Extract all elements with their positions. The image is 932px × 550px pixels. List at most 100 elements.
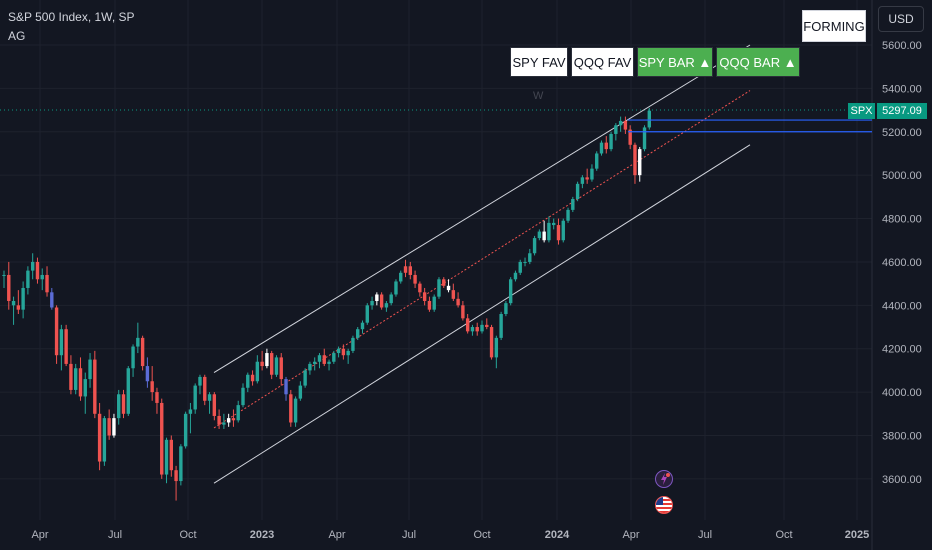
candle-body	[446, 285, 451, 291]
candle-body	[59, 329, 64, 356]
x-tick-label: 2023	[250, 529, 274, 541]
candle-body	[112, 418, 116, 436]
candle-body	[35, 261, 40, 280]
candle-body	[145, 366, 150, 382]
candle-body	[595, 153, 599, 169]
candle-body	[618, 120, 623, 126]
candle-body	[399, 272, 403, 282]
candle-body	[298, 385, 303, 399]
candle-body	[628, 129, 632, 145]
y-tick-label: 5600.00	[882, 40, 922, 52]
candle-body	[160, 402, 164, 475]
candle-body	[623, 120, 628, 130]
candle-body	[293, 398, 298, 423]
candle-body	[179, 446, 183, 482]
y-tick-label: 4400.00	[882, 300, 922, 312]
candle-body	[140, 337, 145, 367]
candle-body	[131, 346, 135, 369]
currency-button[interactable]: USD	[878, 6, 924, 32]
candle-body	[465, 318, 470, 332]
candle-body	[188, 409, 193, 414]
candle-body	[499, 314, 503, 338]
candle-body	[69, 363, 73, 390]
candle-body	[523, 261, 527, 263]
candle-body	[164, 439, 169, 475]
candle-body	[633, 144, 637, 176]
spy-bar-button[interactable]: SPY BAR ▲	[637, 47, 713, 77]
time-axis[interactable]: Apr Jul Oct 2023 Apr Jul Oct 2024 Apr Jul Oct 2025	[31, 529, 869, 541]
candle-body	[360, 322, 365, 330]
candle-body	[226, 418, 231, 423]
candle-body	[599, 142, 604, 154]
candle-body	[336, 348, 341, 354]
x-tick-label: Oct	[179, 529, 196, 541]
qqq-fav-button[interactable]: QQQ FAV	[571, 47, 634, 77]
channel-lower-line	[213, 144, 751, 484]
candle-body	[183, 413, 188, 447]
candle-body	[547, 222, 551, 241]
candle-body	[508, 279, 513, 304]
lightning-icon[interactable]	[655, 470, 673, 488]
candle-body	[102, 418, 107, 462]
y-tick-label: 4800.00	[882, 214, 922, 226]
candle-body	[437, 279, 441, 297]
candle-body	[346, 350, 350, 356]
candle-body	[117, 394, 121, 419]
candle-body	[260, 361, 264, 367]
symbol-title: S&P 500 Index, 1W, SP	[8, 10, 135, 24]
candle-body	[638, 149, 642, 176]
candle-body	[222, 422, 226, 425]
candle-body	[504, 303, 508, 315]
candle-body	[136, 337, 140, 347]
candle-body	[532, 238, 537, 254]
x-tick-label: Apr	[31, 529, 48, 541]
candle-body	[451, 290, 456, 299]
candle-body	[552, 222, 556, 226]
candle-body	[78, 368, 83, 397]
candle-body	[40, 274, 44, 280]
candle-body	[241, 387, 245, 406]
candle-body	[54, 307, 59, 356]
candle-body	[528, 253, 532, 262]
candle-body	[351, 337, 355, 351]
us-flag-icon[interactable]	[655, 496, 673, 514]
candle-body	[88, 359, 92, 380]
price-axis[interactable]: 3600.00 3800.00 4000.00 4200.00 4400.00 4600.…	[882, 40, 922, 486]
candle-body	[561, 220, 565, 241]
candle-body	[155, 392, 159, 403]
x-tick-label: Apr	[622, 529, 639, 541]
candle-body	[494, 337, 499, 358]
candle-body	[26, 270, 30, 288]
qqq-bar-button[interactable]: QQQ BAR ▲	[716, 47, 800, 77]
candle-body	[64, 329, 68, 364]
candle-body	[21, 287, 25, 310]
x-tick-label: 2025	[845, 529, 869, 541]
candle-body	[74, 368, 78, 390]
candle-body	[322, 355, 326, 364]
candle-body	[575, 183, 580, 200]
y-tick-label: 3800.00	[882, 430, 922, 442]
candle-body	[284, 379, 288, 395]
y-tick-label: 4600.00	[882, 257, 922, 269]
candle-body	[289, 394, 293, 423]
horizontal-levels	[628, 119, 872, 133]
candle-body	[394, 281, 398, 295]
y-tick-label: 5000.00	[882, 170, 922, 182]
candle-body	[566, 209, 570, 221]
candle-body	[375, 294, 379, 301]
price-tag-symbol: SPX	[848, 103, 875, 119]
candle-body	[303, 370, 307, 386]
spy-fav-button[interactable]: SPY FAV	[510, 47, 568, 77]
candle-body	[150, 381, 154, 393]
candle-body	[193, 385, 197, 410]
candle-body	[97, 413, 102, 462]
x-tick-label: Apr	[328, 529, 345, 541]
y-tick-label: 4000.00	[882, 387, 922, 399]
candle-body	[30, 261, 35, 271]
regression-channel	[213, 44, 751, 484]
candle-body	[461, 305, 465, 319]
candle-body	[332, 353, 336, 362]
candle-body	[413, 274, 417, 284]
candle-body	[126, 368, 130, 414]
